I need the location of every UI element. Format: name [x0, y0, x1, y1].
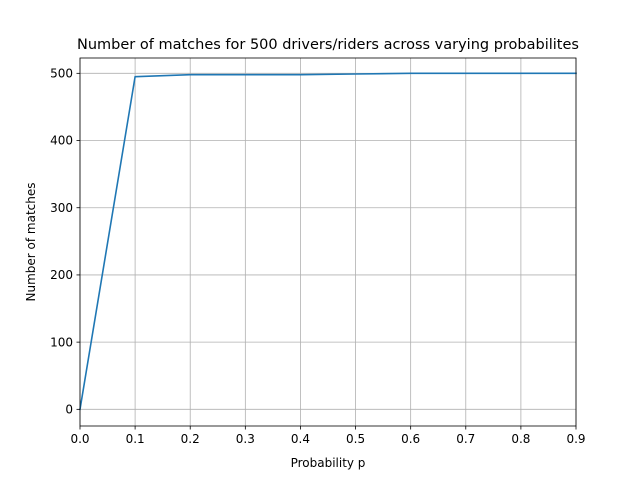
y-tick-label: 100 [50, 335, 73, 349]
x-tick-label: 0.5 [346, 432, 365, 446]
x-tick-label: 0.2 [181, 432, 200, 446]
x-tick-label: 0.8 [511, 432, 530, 446]
x-tick-label: 0.9 [566, 432, 585, 446]
x-tick-label: 0.0 [70, 432, 89, 446]
series-line-0 [79, 72, 577, 411]
x-tick-label: 0.7 [456, 432, 475, 446]
x-ticks: 0.0 0.1 0.2 0.3 0.4 0.5 0.6 0.7 0.8 0.9 [70, 426, 586, 446]
axes-frame [79, 57, 577, 427]
y-tick-label: 0 [65, 403, 73, 417]
x-axis-label: Probability p [291, 456, 366, 470]
grid [79, 58, 577, 426]
x-tick-label: 0.3 [236, 432, 255, 446]
y-tick-label: 500 [50, 67, 73, 81]
y-tick-label: 400 [50, 134, 73, 148]
x-tick-label: 0.4 [291, 432, 310, 446]
y-tick-label: 200 [50, 268, 73, 282]
y-ticks: 0 100 200 300 400 500 [50, 67, 80, 417]
x-tick-label: 0.6 [401, 432, 420, 446]
x-tick-label: 0.1 [126, 432, 145, 446]
chart-title: Number of matches for 500 drivers/riders… [77, 37, 579, 53]
series-layer [79, 72, 577, 411]
y-axis-label: Number of matches [24, 183, 38, 302]
y-tick-label: 300 [50, 201, 73, 215]
